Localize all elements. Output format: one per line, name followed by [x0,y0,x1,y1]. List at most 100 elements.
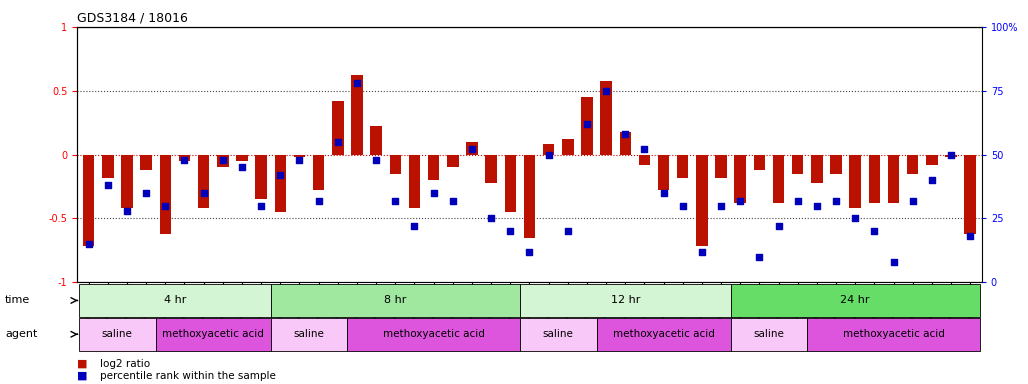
Point [406,223,423,229]
Bar [734,155,746,203]
Bar [849,155,861,208]
Bar [620,132,631,155]
Point [464,146,480,152]
Text: agent: agent [5,329,37,339]
Point [157,203,174,209]
Bar [197,155,210,208]
Bar [428,155,439,180]
Point [732,197,748,204]
Text: percentile rank within the sample: percentile rank within the sample [100,371,276,381]
Bar [466,142,478,155]
Point [905,197,921,204]
Bar [831,155,842,174]
Bar [159,155,171,234]
Point [118,208,135,214]
Bar [543,144,554,155]
Point [867,228,883,234]
Text: methoxyacetic acid: methoxyacetic acid [162,329,264,339]
Bar [638,155,650,165]
Bar [715,155,727,177]
Point [387,197,403,204]
Bar [447,155,458,167]
Bar [520,318,596,351]
Point [330,139,346,145]
Point [215,157,231,163]
Bar [409,155,420,208]
Text: saline: saline [294,329,325,339]
Bar [600,81,612,155]
Bar [255,155,267,199]
Text: 12 hr: 12 hr [611,295,640,306]
Bar [581,97,593,155]
Text: saline: saline [543,329,574,339]
Bar [347,318,520,351]
Point [674,203,691,209]
Point [233,164,250,170]
Bar [83,155,95,247]
Bar [370,126,381,155]
Text: methoxyacetic acid: methoxyacetic acid [613,329,714,339]
Point [541,152,557,158]
Bar [811,155,822,183]
Point [809,203,825,209]
Bar [754,155,765,170]
Point [253,203,269,209]
Text: ■: ■ [77,371,87,381]
Point [195,190,212,196]
Bar [332,101,343,155]
Bar [485,155,497,183]
Point [310,197,327,204]
Point [368,157,384,163]
Bar [731,284,980,317]
Bar [390,155,401,174]
Text: time: time [5,295,31,306]
Point [138,190,154,196]
Bar [658,155,669,190]
Text: saline: saline [102,329,133,339]
Point [617,131,633,137]
Point [847,215,864,222]
Bar [141,155,152,170]
Bar [907,155,918,174]
Bar [562,139,574,155]
Bar [270,318,347,351]
Text: 24 hr: 24 hr [841,295,870,306]
Point [483,215,500,222]
Text: methoxyacetic acid: methoxyacetic acid [382,329,484,339]
Point [770,223,786,229]
Bar [236,155,248,161]
Text: saline: saline [754,329,784,339]
Point [712,203,729,209]
Bar [274,155,286,212]
Text: GDS3184 / 18016: GDS3184 / 18016 [77,12,188,25]
Bar [946,155,957,157]
Bar [155,318,270,351]
Bar [505,155,516,212]
Bar [926,155,938,165]
Point [272,172,289,178]
Bar [79,318,155,351]
Point [751,254,768,260]
Bar [352,75,363,155]
Point [962,233,979,239]
Bar [121,155,133,208]
Bar [313,155,325,190]
Point [598,88,615,94]
Point [176,157,192,163]
Point [579,121,595,127]
Point [636,146,653,152]
Point [790,197,806,204]
Bar [179,155,190,161]
Point [943,152,959,158]
Bar [596,318,731,351]
Bar [731,318,807,351]
Bar [869,155,880,203]
Bar [270,284,520,317]
Point [885,259,902,265]
Bar [964,155,976,234]
Point [694,248,710,255]
Text: ■: ■ [77,359,87,369]
Point [426,190,442,196]
Bar [102,155,113,177]
Bar [696,155,707,247]
